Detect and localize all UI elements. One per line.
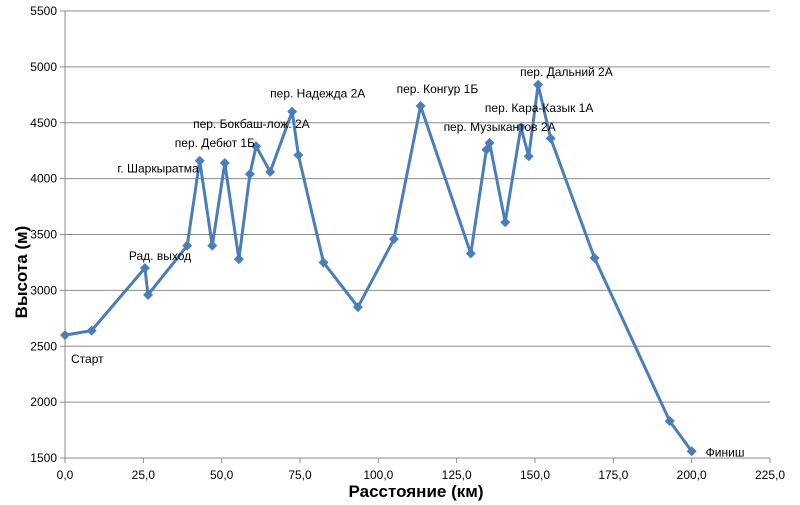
data-point-marker	[545, 133, 556, 144]
y-axis-title: Высота (м)	[12, 226, 31, 319]
annotation-label: пер. Музыкантов 2А	[444, 120, 556, 134]
data-point-marker	[533, 79, 544, 90]
annotation-label: Старт	[71, 352, 104, 366]
x-tick-label: 50,0	[210, 468, 234, 482]
gridlines	[65, 10, 770, 459]
y-tick-label: 4000	[30, 172, 57, 186]
y-tick-label: 4500	[30, 116, 57, 130]
y-tick-label: 1500	[30, 451, 57, 465]
y-tick-label: 2500	[30, 339, 57, 353]
annotation-label: пер. Конгур 1Б	[397, 82, 479, 96]
annotation-label: пер. Надежда 2А	[270, 87, 365, 101]
data-point-marker	[318, 257, 329, 268]
data-point-marker	[500, 217, 511, 228]
y-tick-label: 5500	[30, 4, 57, 18]
data-point-marker	[287, 106, 298, 117]
data-point-marker	[415, 100, 426, 111]
data-point-marker	[484, 137, 495, 148]
data-point-marker	[389, 233, 399, 244]
data-point-marker	[86, 325, 97, 336]
x-tick-label: 200,0	[677, 468, 707, 482]
data-point-marker	[589, 252, 600, 263]
series-layer	[60, 79, 697, 457]
x-tick-label: 175,0	[598, 468, 628, 482]
x-tick-label: 150,0	[520, 468, 550, 482]
data-point-marker	[265, 166, 276, 177]
data-point-marker	[465, 248, 476, 259]
data-point-marker	[207, 240, 218, 251]
axes	[60, 10, 771, 463]
data-point-marker	[60, 330, 70, 341]
x-tick-label: 225,0	[755, 468, 785, 482]
data-point-marker	[515, 122, 526, 133]
data-point-marker	[139, 263, 150, 274]
x-tick-label: 75,0	[288, 468, 312, 482]
y-tick-label: 5000	[30, 60, 57, 74]
data-point-marker	[182, 240, 193, 251]
y-tick-label: 3000	[30, 283, 57, 297]
annotation-label: пер. Дебют 1Б	[175, 136, 255, 150]
data-point-marker	[523, 151, 534, 162]
data-point-marker	[664, 416, 675, 427]
x-tick-label: 25,0	[132, 468, 156, 482]
data-point-marker	[244, 169, 255, 180]
annotation-label: пер. Дальний 2А	[520, 65, 613, 79]
data-point-marker	[352, 302, 363, 313]
data-point-marker	[194, 155, 205, 166]
data-point-marker	[686, 446, 697, 457]
series-line	[64, 83, 693, 453]
x-axis-title: Расстояние (км)	[349, 482, 484, 501]
y-tick-labels: 1500 2000 2500 3000 3500 4000 4500 5000 5500	[30, 4, 57, 465]
x-tick-label: 125,0	[442, 468, 472, 482]
data-point-marker	[293, 150, 304, 161]
x-tick-label: 0,0	[57, 468, 74, 482]
x-tick-labels: 0,0 25,0 50,0 75,0 100,0 125,0 150,0 175,0 200,0…	[57, 468, 786, 482]
x-tick-label: 100,0	[363, 468, 393, 482]
annotation-layer: Старт Рад. выход г. Шаркыратма пер. Дебют 1…	[71, 65, 744, 460]
data-point-marker	[233, 254, 244, 265]
data-point-marker	[143, 289, 154, 300]
y-tick-label: 2000	[30, 395, 57, 409]
annotation-label: г. Шаркыратма	[117, 162, 199, 176]
data-point-marker	[251, 141, 262, 152]
annotation-label: пер. Бокбаш-лож. 2А	[193, 117, 310, 131]
annotation-label: Финиш	[706, 445, 745, 459]
annotation-label: Рад. выход	[129, 249, 191, 263]
data-point-marker	[219, 157, 230, 168]
annotation-label: пер. Кара-Казык 1А	[485, 101, 593, 115]
y-tick-label: 3500	[30, 228, 57, 242]
